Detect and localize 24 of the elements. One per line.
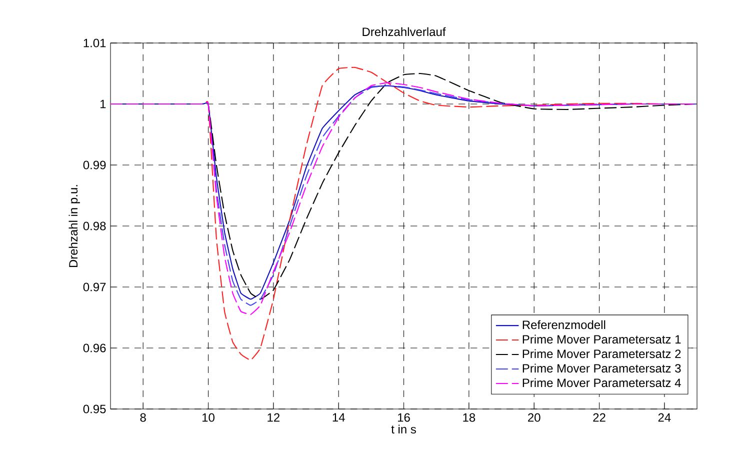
legend-label: Prime Mover Parametersatz 4 [522,378,681,388]
x-tick-label: 22 [593,413,606,422]
x-axis-title: t in s [391,424,416,434]
y-tick-label: 1 [100,100,106,108]
legend-label: Prime Mover Parametersatz 1 [522,334,681,344]
y-tick-label: 0.97 [83,282,106,292]
legend-label: Referenzmodell [522,320,606,330]
chart-title: Drehzahlverlauf [362,27,446,36]
y-tick-label: 0.99 [83,160,106,170]
x-tick-label: 16 [398,413,410,422]
x-tick-label: 8 [140,413,146,422]
legend-label: Prime Mover Parametersatz 2 [522,349,681,358]
y-tick-label: 0.95 [83,404,106,414]
x-tick-label: 24 [658,413,671,422]
legend-label: Prime Mover Parametersatz 3 [522,364,681,373]
y-axis-title: Drehzahl in p.u. [68,185,80,268]
x-tick-label: 20 [528,413,540,422]
x-tick-label: 14 [332,413,345,422]
x-tick-label: 18 [463,413,476,422]
y-tick-label: 1.01 [84,38,106,48]
x-tick-label: 12 [268,413,280,422]
x-tick-label: 10 [202,413,214,422]
y-tick-label: 0.98 [83,222,106,230]
y-tick-label: 0.96 [83,344,106,352]
